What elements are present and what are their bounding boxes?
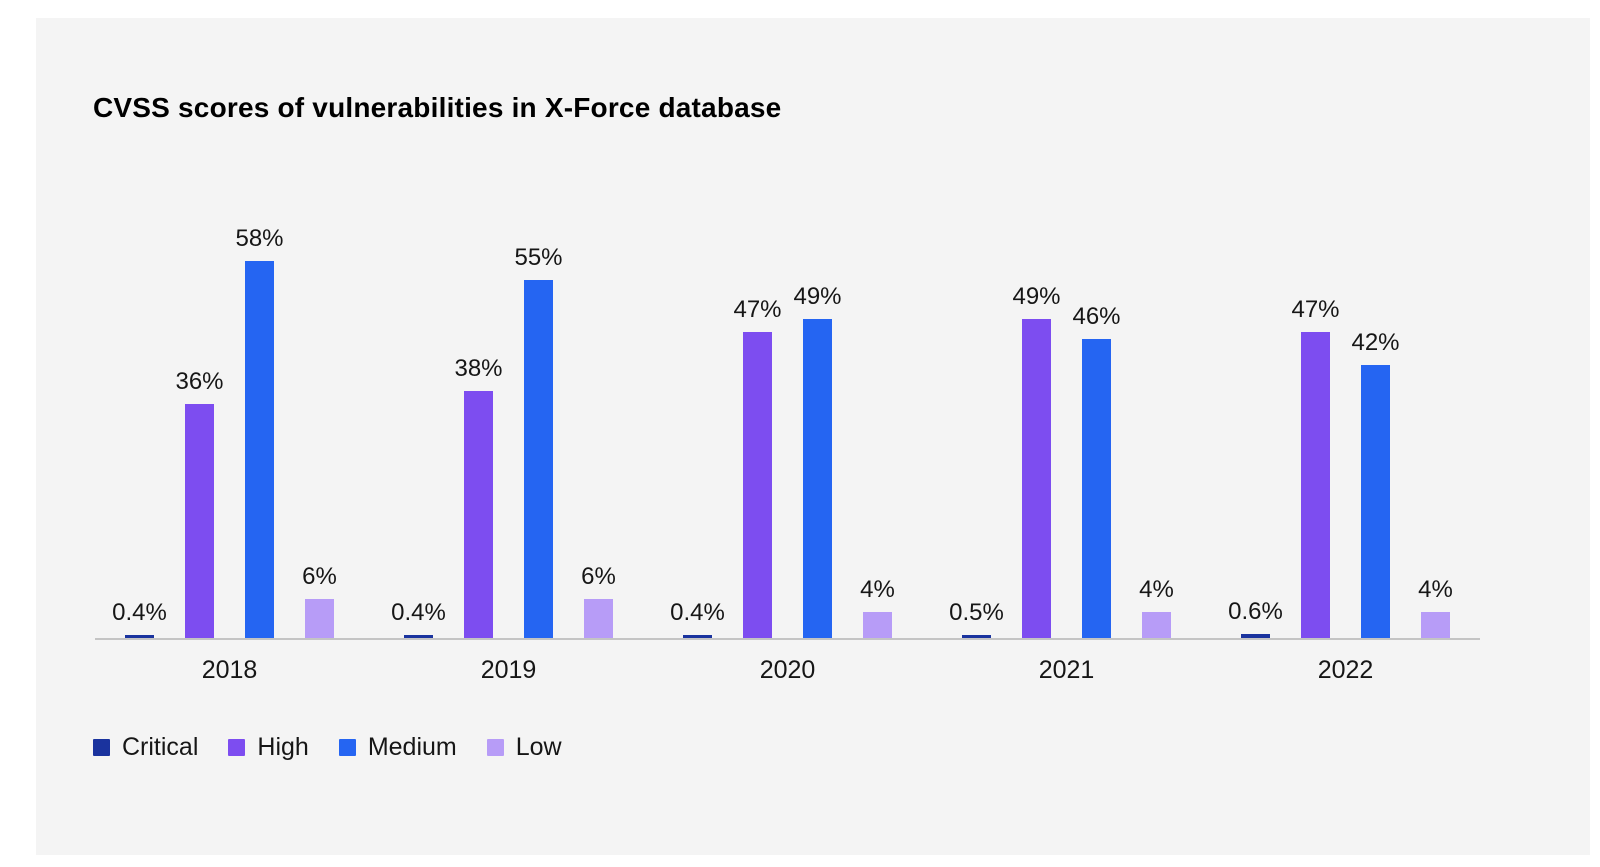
chart-title: CVSS scores of vulnerabilities in X-Forc… <box>93 92 782 123</box>
bar-medium-2020: 49% <box>793 283 842 638</box>
chart-panel: CVSS scores of vulnerabilities in X-Forc… <box>36 18 1590 855</box>
bar-value-label: 38% <box>454 355 503 382</box>
bar-low-2020: 4% <box>860 576 895 638</box>
bar-high-2021: 49% <box>1012 283 1061 638</box>
bar-group-2019: 0.4% 38% 55% 6% <box>391 244 616 638</box>
bar-value-label: 0.6% <box>1228 598 1283 625</box>
bar-value-label: 46% <box>1072 303 1121 330</box>
bar-value-label: 49% <box>793 283 842 310</box>
legend-item-medium: Medium <box>338 733 457 762</box>
bar-critical-2021: 0.5% <box>949 599 1004 638</box>
bar-value-label: 6% <box>581 563 616 590</box>
bar-group-2020: 0.4% 47% 49% 4% <box>670 283 895 638</box>
bar-value-label: 49% <box>1012 283 1061 310</box>
bar-high-2019: 38% <box>454 355 503 638</box>
legend-item-high: High <box>228 733 309 762</box>
bar-value-label: 4% <box>1418 576 1453 603</box>
bar-group-2022: 0.6% 47% 42% 4% <box>1228 296 1453 638</box>
legend-swatch-high <box>228 739 246 756</box>
bar-value-label: 36% <box>175 368 224 395</box>
bar-critical-2019: 0.4% <box>391 599 446 638</box>
bar-group-2021: 0.5% 49% 46% 4% <box>949 283 1174 638</box>
bar-medium-2019: 55% <box>514 244 563 638</box>
legend-label-medium: Medium <box>367 733 457 761</box>
x-axis-labels: 2018 2019 2020 2021 2022 <box>95 656 1480 685</box>
bar-high-2022: 47% <box>1291 296 1340 638</box>
legend-item-low: Low <box>486 733 562 762</box>
bar-medium-2022: 42% <box>1351 329 1400 638</box>
bar-value-label: 0.4% <box>112 599 167 626</box>
legend-label-low: Low <box>515 733 562 761</box>
bar-critical-2018: 0.4% <box>112 599 167 638</box>
bar-low-2018: 6% <box>302 563 337 638</box>
bar-low-2019: 6% <box>581 563 616 638</box>
bar-value-label: 47% <box>733 296 782 323</box>
x-axis-tick-2021: 2021 <box>1038 656 1095 684</box>
bar-value-label: 0.4% <box>391 599 446 626</box>
bar-critical-2022: 0.6% <box>1228 598 1283 638</box>
bar-low-2021: 4% <box>1139 576 1174 638</box>
legend-item-critical: Critical <box>93 733 198 762</box>
x-axis-tick-2019: 2019 <box>480 656 537 684</box>
bar-value-label: 0.5% <box>949 599 1004 626</box>
legend-label-high: High <box>257 733 309 761</box>
bar-critical-2020: 0.4% <box>670 599 725 638</box>
bar-value-label: 4% <box>860 576 895 603</box>
bar-group-2018: 0.4% 36% 58% 6% <box>112 225 337 638</box>
bar-high-2020: 47% <box>733 296 782 638</box>
legend-swatch-medium <box>338 739 356 756</box>
x-axis-tick-2018: 2018 <box>201 656 258 684</box>
bar-medium-2021: 46% <box>1072 303 1121 638</box>
legend-swatch-low <box>486 739 504 756</box>
bar-high-2018: 36% <box>175 368 224 638</box>
legend-label-critical: Critical <box>122 733 199 761</box>
plot-area: 0.4% 36% 58% 6% 0.4% 38% 55% 6% 0.4% 47% 49% 4% 0.5%… <box>95 220 1480 640</box>
bar-value-label: 47% <box>1291 296 1340 323</box>
bar-value-label: 4% <box>1139 576 1174 603</box>
x-axis-tick-2022: 2022 <box>1317 656 1374 684</box>
legend-swatch-critical <box>93 739 110 756</box>
bar-chart: 0.4% 36% 58% 6% 0.4% 38% 55% 6% 0.4% 47% 49% 4% 0.5%… <box>95 220 1480 685</box>
bar-medium-2018: 58% <box>235 225 284 638</box>
x-axis-tick-2020: 2020 <box>759 656 816 684</box>
bar-value-label: 0.4% <box>670 599 725 626</box>
bar-value-label: 58% <box>235 225 284 252</box>
bar-value-label: 6% <box>302 563 337 590</box>
bar-value-label: 55% <box>514 244 563 271</box>
legend: Critical High Medium Low <box>93 733 1590 762</box>
bar-low-2022: 4% <box>1418 576 1453 638</box>
bar-value-label: 42% <box>1351 329 1400 356</box>
